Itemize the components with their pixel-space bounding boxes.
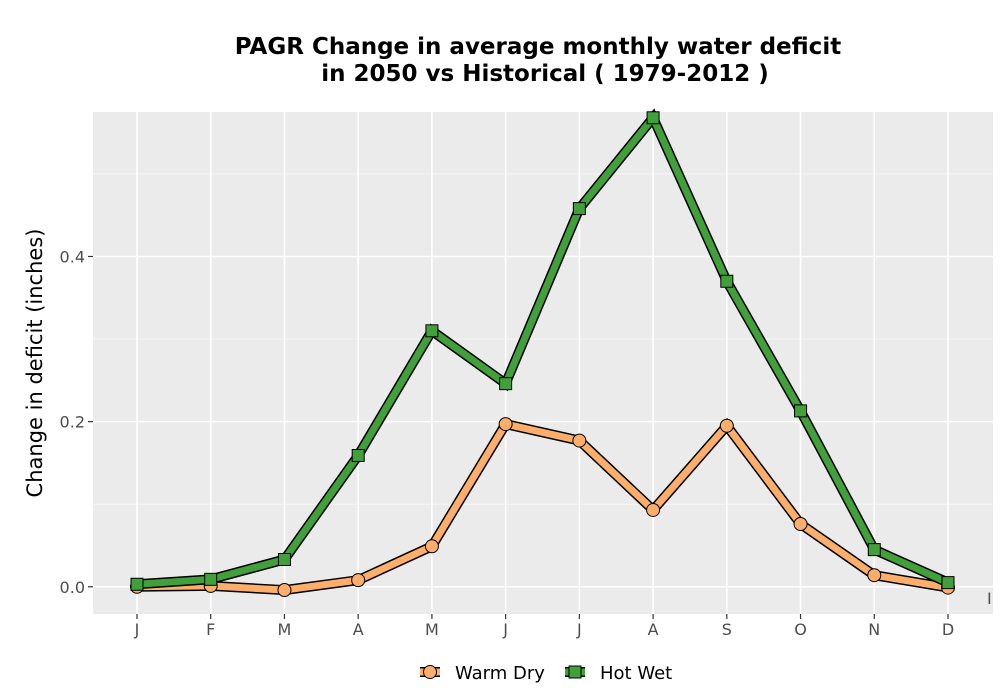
- data-point: [204, 572, 218, 586]
- x-tick-label: J: [502, 620, 508, 639]
- major-gridlines: [93, 112, 993, 614]
- data-point: [720, 274, 734, 288]
- x-tick-label: M: [425, 620, 439, 639]
- x-tick-label: D: [942, 620, 954, 639]
- legend-item: Warm Dry: [420, 663, 545, 684]
- data-point: [941, 576, 955, 590]
- x-tick-label: A: [353, 620, 364, 639]
- minor-gridlines: [93, 173, 993, 505]
- data-point: [572, 433, 587, 448]
- data-point: [277, 553, 291, 567]
- legend-label: Hot Wet: [600, 663, 672, 684]
- x-tick-label: F: [206, 620, 215, 639]
- series-hot-wet: [130, 108, 955, 591]
- data-point: [277, 583, 292, 598]
- series-warm-dry: [130, 417, 955, 598]
- series-line: [136, 420, 949, 594]
- x-tick-label: O: [794, 620, 807, 639]
- data-point: [646, 502, 661, 517]
- x-tick-label: M: [278, 620, 292, 639]
- data-point: [867, 568, 882, 583]
- series-line: [136, 111, 950, 588]
- y-tick-label: 0.4: [60, 247, 85, 266]
- x-tick-label: J: [576, 620, 582, 639]
- y-tick-label: 0.2: [60, 413, 85, 432]
- stray-mark: I: [987, 589, 992, 608]
- data-point: [793, 517, 808, 532]
- plot-panel: [93, 112, 993, 614]
- data-point: [351, 573, 366, 588]
- legend-key-marker: [568, 665, 582, 679]
- legend-label: Warm Dry: [455, 663, 545, 684]
- data-point: [351, 448, 365, 462]
- x-tick-label: J: [134, 620, 140, 639]
- data-point: [130, 577, 144, 591]
- data-point: [794, 404, 808, 418]
- data-point: [867, 543, 881, 557]
- legend-item: Hot Wet: [565, 663, 672, 684]
- y-axis-ticks: 0.0 0.2 0.4: [60, 247, 93, 597]
- chart-title-line-2: in 2050 vs Historical ( 1979-2012 ): [321, 61, 768, 87]
- y-tick-label: 0.0: [60, 578, 85, 597]
- x-tick-label: N: [868, 620, 880, 639]
- series-layer: [130, 108, 955, 598]
- data-point: [572, 202, 586, 216]
- data-point: [425, 324, 439, 338]
- data-point: [498, 417, 513, 432]
- chart-title-line-1: PAGR Change in average monthly water def…: [235, 34, 841, 60]
- data-point: [719, 418, 734, 433]
- data-point: [424, 539, 439, 554]
- x-tick-label: A: [648, 620, 659, 639]
- legend: Warm Dry Hot Wet: [420, 663, 672, 684]
- y-axis-title: Change in deficit (inches): [23, 229, 47, 498]
- data-point: [499, 377, 513, 391]
- legend-key-marker: [423, 665, 437, 679]
- data-point: [646, 111, 660, 125]
- x-tick-label: S: [722, 620, 732, 639]
